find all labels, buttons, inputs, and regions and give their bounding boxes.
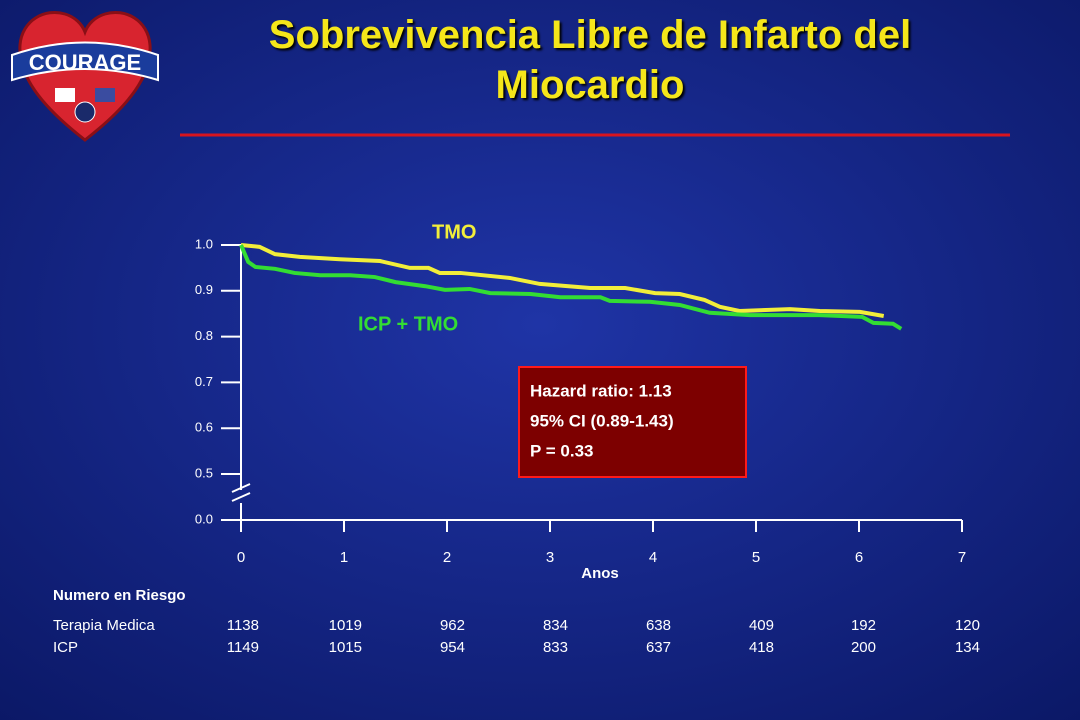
x-tick-label: 6 xyxy=(855,549,863,566)
x-tick-label: 1 xyxy=(340,549,348,566)
y-tick-label: 0.7 xyxy=(195,374,213,389)
y-tick-label: 0.0 xyxy=(195,511,213,526)
chart-title: Sobrevivencia Libre de Infarto del Mioca… xyxy=(268,13,912,107)
x-tick-label: 0 xyxy=(237,549,245,566)
annotation: P = 0.33 xyxy=(530,441,594,460)
risk-value: 638 xyxy=(646,617,671,634)
risk-value: 200 xyxy=(851,639,876,656)
risk-value: 418 xyxy=(749,639,774,656)
axis-break xyxy=(231,492,251,502)
risk-value: 134 xyxy=(955,639,980,656)
flag xyxy=(55,88,75,102)
risk-value: 192 xyxy=(851,617,876,634)
seal xyxy=(74,101,96,123)
y-tick-label: 0.9 xyxy=(195,282,213,297)
x-tick-label: 7 xyxy=(958,549,966,566)
risk-value: 409 xyxy=(749,617,774,634)
title-box: Sobrevivencia Libre de Infarto del Mioca… xyxy=(268,13,912,107)
y-tick-label: 1.0 xyxy=(195,236,213,251)
logo-banner xyxy=(11,41,159,82)
risk-value: 962 xyxy=(440,617,465,634)
legend-label: ICP + TMO xyxy=(358,313,458,335)
y-tick-label: 0.5 xyxy=(195,465,213,480)
risk-row-label: ICP xyxy=(53,639,78,656)
y-tick-label: 0.8 xyxy=(195,328,213,343)
risk-value: 1015 xyxy=(329,639,362,656)
flag xyxy=(95,88,115,102)
risk-value: 954 xyxy=(440,639,465,656)
x-tick-label: 3 xyxy=(546,549,554,566)
survival-curve xyxy=(240,243,885,318)
axis-break xyxy=(231,483,251,493)
x-tick-label: 5 xyxy=(752,549,760,566)
annotation-box xyxy=(518,366,747,478)
x-tick-label: 4 xyxy=(649,549,657,566)
risk-value: 834 xyxy=(543,617,568,634)
annotation: Hazard ratio: 1.13 xyxy=(530,381,672,400)
annotation: 95% CI (0.89-1.43) xyxy=(530,411,674,430)
risk-row-label: Terapia Medica xyxy=(53,617,155,634)
risk-value: 120 xyxy=(955,617,980,634)
risk-value: 833 xyxy=(543,639,568,656)
risk-value: 1138 xyxy=(227,617,259,634)
legend-label: TMO xyxy=(432,221,476,243)
plot: 0.0 0.5 0.6 0.7 0.8 0.9 1.0 0 1 2 3 4 5 6 7 Anos TMO ICP … xyxy=(53,221,980,656)
x-tick-label: 2 xyxy=(443,549,451,566)
y-tick-label: 0.6 xyxy=(195,420,213,435)
survival-curve xyxy=(239,244,903,331)
x-axis-label: Anos xyxy=(581,565,619,582)
logo: COURAGE xyxy=(11,11,159,142)
risk-value: 1149 xyxy=(227,639,259,656)
risk-value: 1019 xyxy=(329,617,362,634)
logo-text: COURAGE xyxy=(29,50,141,75)
risk-value: 637 xyxy=(646,639,671,656)
risk-table-title: Numero en Riesgo xyxy=(53,587,186,604)
